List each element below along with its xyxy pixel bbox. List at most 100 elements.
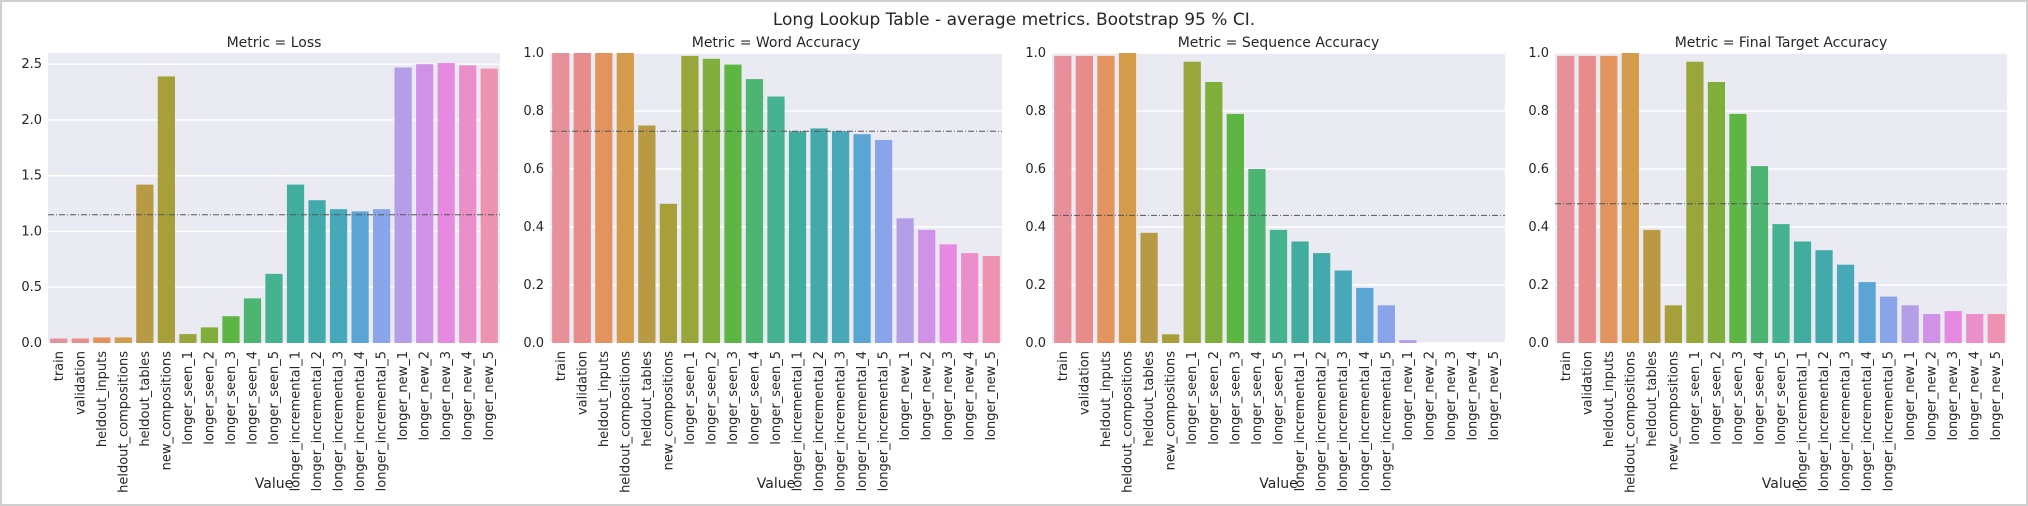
x-tick-label: longer_seen_1 [1185,351,1200,445]
x-tick-label: heldout_compositions [618,351,633,493]
bar-longer_seen_2 [1707,82,1726,343]
bar-longer_incremental_3 [1334,270,1352,343]
panel-title: Metric = Final Target Accuracy [1675,35,1888,51]
bar-longer_seen_1 [1183,61,1201,343]
x-tick-label: longer_seen_1 [1688,351,1703,445]
bar-longer_seen_1 [179,334,197,343]
panel-title: Metric = Sequence Accuracy [1178,35,1380,51]
bar-train [1557,55,1575,344]
bar-train [50,338,68,343]
x-tick-label: longer_new_1 [1401,351,1416,441]
y-tick-label: 0.8 [1528,104,1549,119]
x-tick-label: longer_incremental_4 [1860,351,1875,491]
bar-longer_new_1 [1399,340,1417,343]
x-tick-label: validation [1580,351,1595,415]
y-tick-label: 0.0 [1528,336,1549,351]
x-tick-label: longer_seen_3 [726,351,741,445]
y-tick-label: 1.0 [1528,46,1549,61]
x-tick-label: longer_new_3 [941,351,956,441]
x-axis-label: Value [757,476,795,492]
bar-validation [1578,55,1596,344]
x-tick-label: heldout_compositions [116,351,131,493]
bar-longer_incremental_3 [329,209,348,343]
x-tick-label: longer_new_5 [482,351,497,441]
x-tick-label: longer_seen_2 [704,351,719,445]
bar-longer_seen_5 [1269,229,1288,343]
bar-longer_new_3 [939,244,957,343]
x-tick-label: longer_incremental_3 [332,351,347,491]
x-tick-label: longer_new_2 [418,351,433,441]
bar-heldout_compositions [616,53,634,343]
bar-heldout_tables [1140,232,1158,343]
bar-validation [1075,55,1093,344]
chart-panel-3: 0.0 0.2 0.4 0.6 0.8 1.0 train validation heldout… [1025,35,1505,493]
bar-longer_new_3 [1944,311,1962,343]
bar-longer_incremental_4 [853,134,871,343]
bar-heldout_compositions [1118,53,1137,343]
y-tick-label: 0.2 [1025,278,1046,293]
bar-longer_seen_3 [1226,113,1244,344]
bar-train [552,53,570,343]
y-tick-label: 0.0 [523,336,544,351]
x-tick-label: longer_seen_5 [769,351,784,445]
bar-heldout_tables [1643,229,1661,343]
y-tick-label: 0.0 [1025,336,1046,351]
y-tick-label: 0.4 [1528,220,1549,235]
bar-new_compositions [659,203,677,343]
bar-longer_seen_5 [1772,224,1790,343]
bar-longer_new_4 [961,253,979,343]
x-tick-label: longer_new_1 [1903,351,1918,441]
bar-longer_seen_1 [681,55,699,344]
bar-new_compositions [157,76,175,343]
x-tick-label: longer_incremental_5 [375,351,390,491]
bar-longer_seen_3 [222,316,240,343]
bar-longer_incremental_1 [286,184,305,343]
x-tick-label: train [554,351,569,381]
bar-longer_seen_5 [265,273,283,343]
bar-heldout_tables [136,184,154,343]
x-tick-label: longer_new_4 [1466,351,1481,441]
x-tick-label: longer_incremental_3 [834,351,849,491]
x-axis-label: Value [255,476,293,492]
x-tick-label: longer_incremental_2 [310,351,325,491]
chart-panel-1: 0.0 0.5 1.0 1.5 2.0 2.5 train validation heldout… [21,35,500,493]
x-tick-label: new_compositions [1666,351,1681,471]
x-tick-label: longer_seen_4 [245,351,260,445]
panels: 0.0 0.5 1.0 1.5 2.0 2.5 train validation heldout… [21,35,2007,493]
x-tick-label: longer_incremental_5 [1379,351,1394,491]
x-tick-label: longer_new_1 [898,351,913,441]
bar-longer_new_1 [1901,305,1919,343]
bar-longer_incremental_3 [831,131,850,343]
x-tick-label: longer_incremental_1 [289,351,304,491]
figure-title: Long Lookup Table - average metrics. Boo… [773,10,1255,30]
bar-longer_new_2 [918,229,936,343]
bar-longer_new_1 [896,218,914,343]
x-tick-label: heldout_inputs [1099,351,1114,447]
bar-longer_seen_5 [767,96,785,343]
y-tick-label: 0.4 [523,220,544,235]
x-tick-label: longer_new_5 [984,351,999,441]
y-tick-label: 0.8 [523,104,544,119]
x-tick-label: validation [575,351,590,415]
x-tick-label: heldout_inputs [597,351,612,447]
bar-validation [573,53,591,343]
x-tick-label: validation [1077,351,1092,415]
y-tick-label: 0.5 [21,280,42,295]
bar-longer_seen_3 [1729,113,1747,344]
x-tick-label: longer_seen_4 [1752,351,1767,445]
x-tick-label: longer_incremental_1 [791,351,806,491]
bar-longer_seen_4 [1248,169,1266,343]
y-tick-label: 1.0 [523,46,544,61]
bar-longer_seen_3 [724,64,742,343]
x-tick-label: longer_new_3 [439,351,454,441]
y-tick-label: 0.6 [1528,162,1549,177]
x-tick-label: heldout_inputs [95,351,110,447]
x-tick-label: new_compositions [159,351,174,471]
bar-new_compositions [1664,305,1682,343]
bar-longer_new_5 [982,256,1000,343]
x-tick-label: longer_seen_2 [1709,351,1724,445]
x-tick-label: longer_new_4 [1968,351,1983,441]
bar-train [1054,55,1072,344]
bar-longer_new_2 [416,64,434,344]
